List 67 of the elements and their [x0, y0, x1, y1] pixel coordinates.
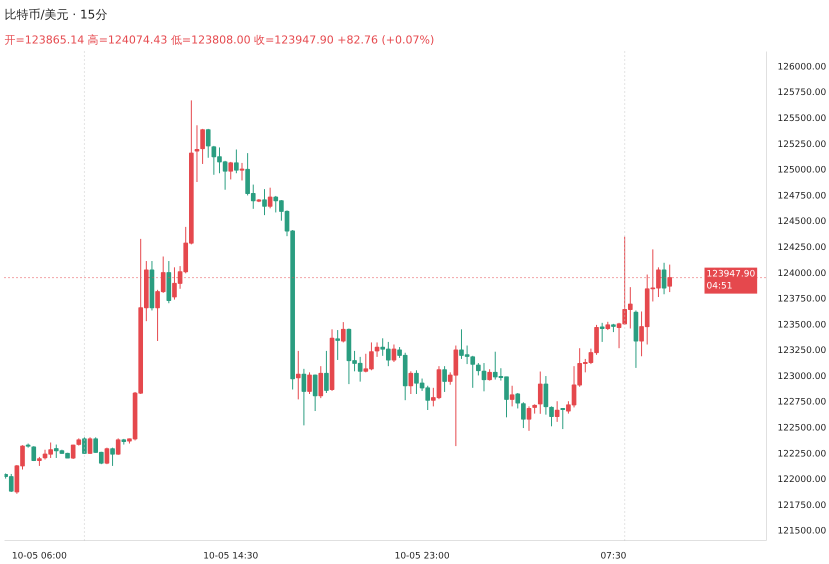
candlestick: [510, 385, 514, 407]
chart-title: 比特币/美元 · 15分: [4, 8, 108, 22]
candlestick: [521, 402, 526, 429]
x-tick-label: 10-05 23:00: [394, 552, 450, 562]
candlestick: [228, 161, 234, 180]
candlestick: [340, 322, 346, 343]
candlestick: [296, 350, 301, 400]
candlestick: [318, 366, 324, 399]
candlestick: [487, 368, 492, 382]
y-tick-label: 123750.00: [778, 294, 826, 305]
candlestick: [262, 188, 267, 216]
candlestick: [88, 436, 92, 454]
candlestick: [206, 128, 211, 158]
y-tick-label: 124750.00: [778, 191, 826, 202]
candlestick: [31, 446, 36, 462]
candlestick: [549, 406, 554, 427]
candlestick: [560, 408, 566, 430]
candlestick: [240, 162, 244, 181]
y-tick-label: 123000.00: [778, 372, 826, 382]
candlestick: [408, 370, 414, 395]
candlestick: [538, 371, 543, 414]
y-tick-label: 122000.00: [778, 475, 826, 486]
ref-line-label: 123947.90 04:51: [706, 270, 756, 292]
candlestick: [544, 376, 548, 416]
chart-subtitle: 开=123865.14 高=124074.43 低=123808.00 收=123947.90 +82.76 (+0.07%): [4, 34, 434, 46]
candlestick: [70, 444, 76, 460]
y-tick-label: 125250.00: [778, 140, 826, 150]
y-tick-label: 121500.00: [778, 526, 826, 537]
y-tick-label: 122750.00: [778, 398, 826, 408]
y-tick-label: 125500.00: [778, 114, 826, 124]
candlestick: [324, 350, 329, 394]
y-tick-label: 121750.00: [778, 500, 826, 511]
candlestick: [312, 374, 318, 412]
candlestick: [110, 447, 115, 466]
y-tick-label: 126000.00: [778, 62, 826, 72]
candlestick: [532, 404, 537, 414]
y-tick-label: 125000.00: [778, 166, 826, 176]
candlestick: [600, 322, 604, 342]
candlestick: [482, 362, 486, 392]
candlestick: [116, 438, 121, 456]
y-tick-label: 124000.00: [778, 268, 826, 279]
y-tick-label: 122500.00: [778, 424, 826, 434]
y-tick-label: 125750.00: [778, 88, 826, 98]
candlestick: [476, 362, 481, 376]
candlestick: [268, 187, 272, 209]
x-tick-label: 07:30: [600, 552, 627, 562]
candlestick: [200, 128, 205, 164]
y-tick-label: 122250.00: [778, 449, 826, 460]
candlestick: [302, 368, 306, 426]
x-tick-label: 10-05 06:00: [12, 552, 68, 562]
y-tick-label: 123500.00: [778, 320, 826, 330]
candlestick: [554, 400, 560, 422]
y-tick-label: 123250.00: [778, 346, 826, 356]
candlestick: [526, 406, 532, 432]
candlestick: [194, 124, 200, 183]
candlestick: [662, 262, 666, 295]
candlestick: [8, 473, 14, 493]
candlestick: [335, 330, 340, 360]
candlestick: [234, 149, 239, 174]
x-tick-label: 10-05 14:30: [203, 552, 258, 562]
candlestick: [515, 392, 520, 409]
candlestick: [104, 447, 110, 465]
y-tick-label: 124250.00: [778, 242, 826, 253]
candlestick: [392, 344, 396, 363]
candlestick: [307, 372, 312, 395]
candlestick: [442, 366, 447, 392]
y-tick-label: 124500.00: [778, 217, 826, 228]
